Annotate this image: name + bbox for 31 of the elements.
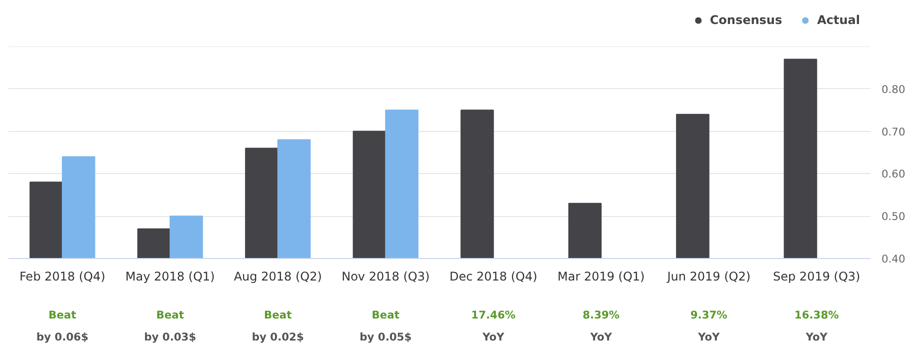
x-tick-label: May 2018 (Q1) xyxy=(125,270,215,284)
text: Beat xyxy=(372,308,400,322)
text: by 0.05$ xyxy=(360,330,412,344)
text: YoY xyxy=(589,330,612,344)
x-tick-label: Nov 2018 (Q3) xyxy=(342,270,430,284)
text: 9.37% xyxy=(690,308,728,322)
x-tick-label: Mar 2019 (Q1) xyxy=(558,270,645,284)
text: by 0.03$ xyxy=(144,330,196,344)
x-tick-label: Jun 2019 (Q2) xyxy=(666,270,751,284)
y-tick-label: 0.70 xyxy=(882,125,906,138)
y-tick-label: 0.50 xyxy=(882,210,906,224)
text: YoY xyxy=(696,330,720,344)
text: Beat xyxy=(48,308,76,322)
y-tick-label: 0.60 xyxy=(882,168,906,181)
text: by 0.06$ xyxy=(36,330,88,344)
text: by 0.02$ xyxy=(252,330,304,344)
text: 8.39% xyxy=(582,308,620,322)
text: Beat xyxy=(264,308,292,322)
y-tick-label: 0.40 xyxy=(882,252,906,266)
x-tick-label: Feb 2018 (Q4) xyxy=(19,270,106,284)
legend-label: Actual xyxy=(817,13,860,27)
x-tick-label: Sep 2019 (Q3) xyxy=(773,270,860,284)
text: Beat xyxy=(156,308,184,322)
text: YoY xyxy=(481,330,505,344)
x-tick-label: Dec 2018 (Q4) xyxy=(449,270,538,284)
x-tick-label: Aug 2018 (Q2) xyxy=(234,270,322,284)
legend-label: Consensus xyxy=(710,13,782,27)
text: 17.46% xyxy=(471,308,516,322)
text: YoY xyxy=(804,330,828,344)
y-tick-label: 0.80 xyxy=(882,82,906,96)
text: 16.38% xyxy=(794,308,840,322)
